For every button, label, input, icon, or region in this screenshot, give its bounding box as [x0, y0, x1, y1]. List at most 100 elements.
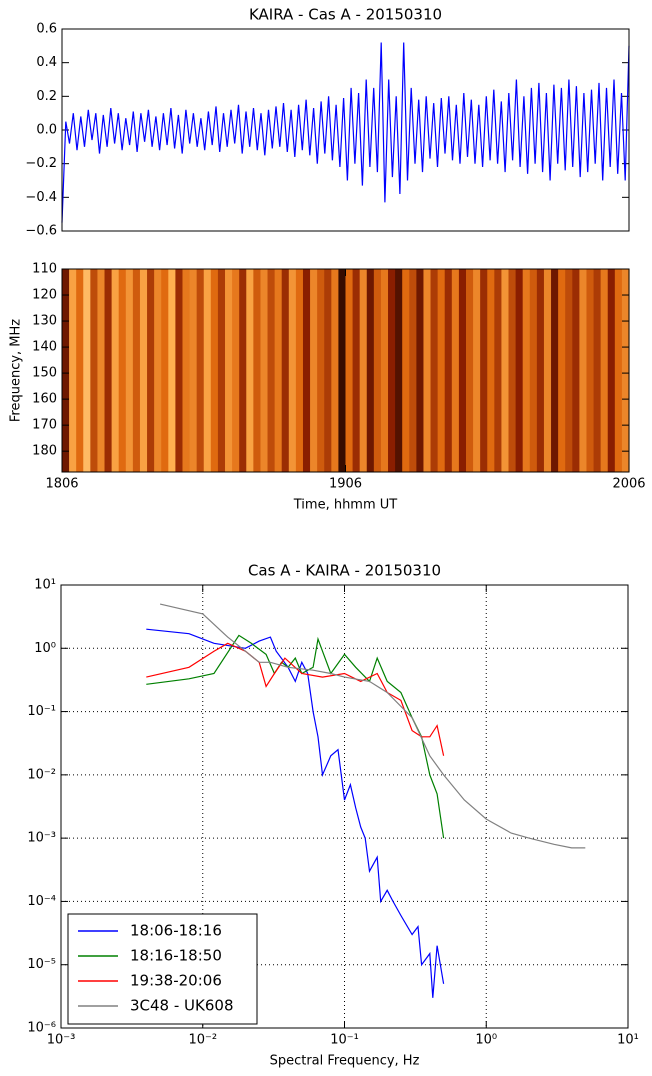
heatmap-cell: [90, 269, 99, 472]
heatmap-cell: [373, 269, 382, 472]
heatmap-cell: [210, 269, 219, 472]
heatmap-cell: [274, 269, 283, 472]
heatmap-cell: [175, 269, 184, 472]
heatmap-cell: [621, 269, 630, 472]
heatmap-cell: [69, 269, 77, 472]
heatmap-cell: [423, 269, 432, 472]
heatmap-cell: [168, 269, 176, 472]
y-tick-label: 0.4: [36, 55, 57, 70]
y-tick-label: 10⁰: [34, 641, 56, 656]
heatmap-cell: [465, 269, 474, 472]
heatmap-cell: [473, 269, 481, 472]
heatmap-cell: [217, 269, 226, 472]
legend-label: 18:16-18:50: [130, 947, 222, 965]
heatmap-cell: [147, 269, 155, 472]
heatmap-cell: [338, 269, 347, 472]
heatmap-cell: [302, 269, 311, 472]
series-line: [61, 42, 630, 223]
heatmap-cell: [182, 269, 191, 472]
heatmap-cell: [310, 269, 318, 472]
heatmap-cell: [288, 269, 297, 472]
x-tick-label: 10⁻¹: [330, 1033, 359, 1048]
heatmap-cell: [260, 269, 269, 472]
heatmap-cell: [359, 269, 368, 472]
heatmap-cell: [232, 269, 240, 472]
heatmap-cell: [444, 269, 453, 472]
y-tick-label: 10⁻²: [27, 767, 56, 782]
heatmap-cell: [388, 269, 396, 472]
heatmap-cell: [402, 269, 410, 472]
heatmap-cell: [437, 269, 446, 472]
heatmap-cell: [593, 269, 602, 472]
y-tick-label: −0.4: [25, 190, 57, 205]
heatmap-cell: [118, 269, 127, 472]
heatmap-cell: [451, 269, 460, 472]
heatmap-cell: [324, 269, 332, 472]
heatmap-cell: [607, 269, 616, 472]
heatmap-cell: [501, 269, 510, 472]
heatmap-cell: [111, 269, 120, 472]
y-tick-label: 170: [32, 418, 57, 433]
heatmap-cell: [189, 269, 198, 472]
heatmap-cell: [508, 269, 517, 472]
legend-label: 19:38-20:06: [130, 972, 222, 990]
series-line: [146, 628, 445, 998]
heatmap-cell: [352, 269, 361, 472]
legend-label: 18:06-18:16: [130, 922, 222, 940]
heatmap-cell: [83, 269, 91, 472]
series-line: [159, 603, 586, 849]
y-tick-label: 130: [32, 314, 57, 329]
heatmap-cell: [565, 269, 573, 472]
heatmap-cell: [409, 269, 417, 472]
heatmap-cell: [281, 269, 290, 472]
heatmap-cell: [132, 269, 141, 472]
y-tick-label: 180: [32, 444, 57, 459]
heatmap-cell: [253, 269, 262, 472]
heatmap-cell: [558, 269, 566, 472]
heatmap-cell: [579, 269, 588, 472]
y-axis-label: Frequency, MHz: [9, 319, 24, 422]
heatmap-cell: [345, 269, 354, 472]
heatmap-cell: [380, 269, 389, 472]
x-tick-label: 1806: [45, 477, 78, 492]
y-tick-label: 10¹: [34, 578, 56, 593]
heatmap-cell: [125, 269, 134, 472]
heatmap-cell: [572, 269, 580, 472]
heatmap-cell: [487, 269, 495, 472]
heatmap-cell: [430, 269, 439, 472]
heatmap-cell: [480, 269, 488, 472]
heatmap-cell: [416, 269, 425, 472]
series-line: [146, 634, 445, 839]
heatmap-cell: [395, 269, 403, 472]
y-tick-label: 160: [32, 392, 57, 407]
heatmap-cell: [366, 269, 375, 472]
y-tick-label: 10⁻⁶: [27, 1021, 56, 1036]
y-tick-label: 10⁻⁴: [27, 894, 56, 909]
x-tick-label: 10⁻²: [188, 1033, 217, 1048]
heatmap-cell: [97, 269, 106, 472]
heatmap-cell: [246, 269, 254, 472]
y-tick-label: −0.6: [25, 224, 57, 239]
heatmap-cell: [225, 269, 233, 472]
y-tick-label: 0.6: [36, 22, 57, 37]
x-tick-label: 10⁰: [475, 1033, 497, 1048]
heatmap-cell: [161, 269, 169, 472]
heatmap-cell: [139, 269, 148, 472]
x-tick-label: 10⁻³: [47, 1033, 76, 1048]
y-tick-label: 10⁻¹: [27, 704, 56, 719]
heatmap-cell: [494, 269, 503, 472]
series-line: [146, 642, 445, 756]
heatmap-cell: [600, 269, 609, 472]
y-tick-label: 120: [32, 288, 57, 303]
chart-title: KAIRA - Cas A - 20150310: [249, 6, 442, 24]
y-tick-label: 150: [32, 366, 57, 381]
heatmap-cell: [614, 269, 623, 472]
plot-frame: [61, 28, 630, 232]
heatmap-cell: [104, 269, 113, 472]
heatmap-cell: [76, 269, 84, 472]
heatmap-cell: [154, 269, 162, 472]
heatmap-cell: [203, 269, 212, 472]
heatmap-cell: [458, 269, 467, 472]
y-tick-label: 0.2: [36, 89, 57, 104]
